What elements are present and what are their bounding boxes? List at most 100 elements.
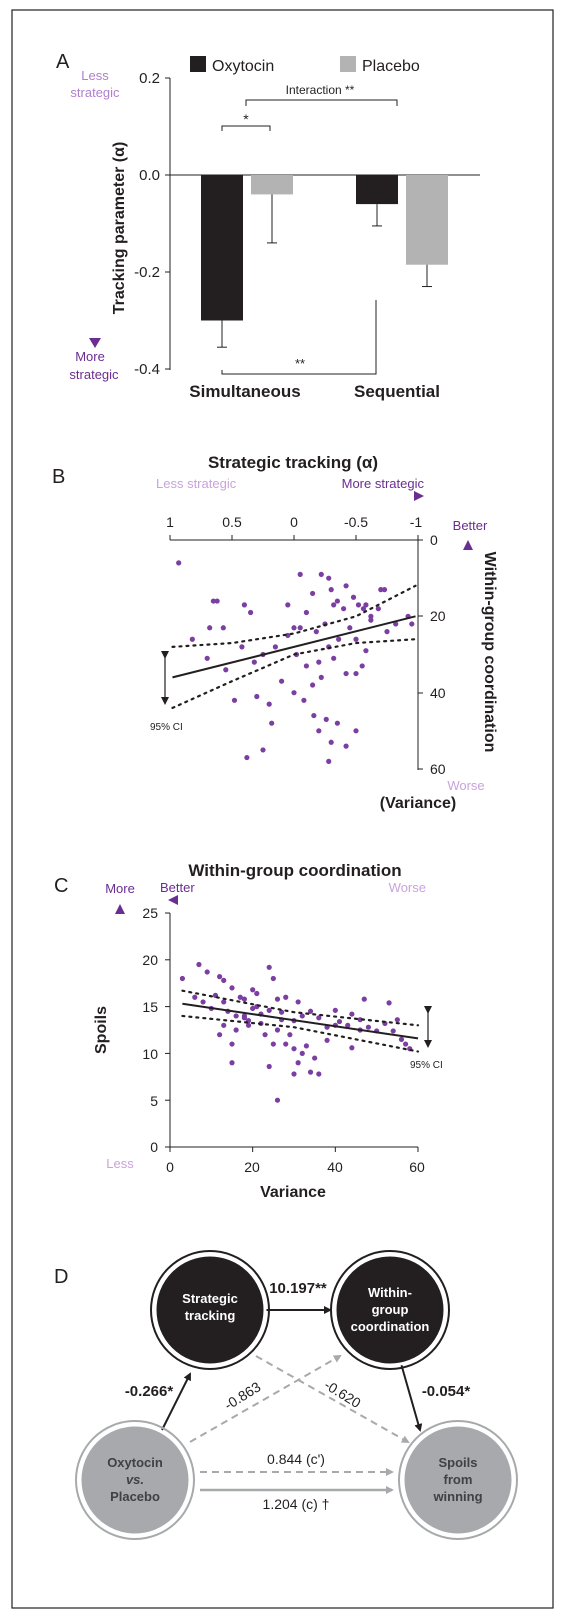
scatter-point-c <box>357 1017 363 1023</box>
node-text: Placebo <box>110 1489 160 1504</box>
more-label-c: More <box>105 881 135 896</box>
scatter-point-b <box>248 609 254 616</box>
scatter-point-c <box>291 1046 297 1052</box>
node-within-group-coordination: Within- group coordination <box>330 1250 450 1370</box>
scatter-point-b <box>297 571 303 577</box>
ytick-label-c: 10 <box>142 1046 158 1062</box>
scatter-point-c <box>394 1017 400 1023</box>
legend-swatch-placebo <box>340 56 356 72</box>
panel-label-d: D <box>54 1266 68 1288</box>
ci-upper-c <box>181 989 420 1027</box>
path-coordination-to-spoils <box>399 1359 423 1432</box>
scatter-point-b <box>331 655 337 661</box>
scatter-point-c <box>345 1022 351 1028</box>
x-axis-label-c: Variance <box>260 1184 326 1201</box>
scatter-point-c <box>270 1041 276 1047</box>
strategic-arrow-head <box>89 338 101 348</box>
scatter-point-b <box>220 625 226 631</box>
ci-label-c: 95% CI <box>410 1060 443 1071</box>
scatter-point-c <box>237 994 243 1000</box>
scatter-point-b <box>239 644 245 650</box>
scatter-point-b <box>353 728 359 734</box>
scatter-point-b <box>301 697 307 703</box>
ytick-label-a: -0.4 <box>134 361 160 378</box>
panel-d: D Strategic tracking Within- group coord… <box>54 1250 518 1540</box>
scatter-point-c <box>274 996 281 1002</box>
scatter-point-b <box>303 663 309 669</box>
y-axis-label-a: Tracking parameter (α) <box>111 142 128 315</box>
scatter-point-b <box>347 625 353 631</box>
scatter-point-c <box>303 1043 309 1049</box>
scatter-point-c <box>217 1032 223 1038</box>
path-label-oxy-coord: -0.863 <box>221 1378 263 1413</box>
more-label: More <box>75 349 105 364</box>
y-axis-sublabel-b: (Variance) <box>380 795 456 812</box>
scatter-point-c <box>254 990 260 997</box>
scatter-point-b <box>343 670 349 677</box>
xtick-label-b: -1 <box>410 514 423 530</box>
scatter-point-c <box>316 1015 322 1021</box>
better-label-b: Better <box>453 518 488 533</box>
ytick-label-a: -0.2 <box>134 264 160 281</box>
scatter-point-b <box>378 587 384 593</box>
scatter-point-c <box>332 1007 338 1013</box>
category-label-simultaneous: Simultaneous <box>189 382 300 401</box>
scatter-point-b <box>409 621 415 627</box>
scatter-point-b <box>353 670 359 677</box>
scatter-point-b <box>316 728 322 734</box>
node-text: Spoils <box>438 1455 477 1470</box>
y-axis-label-b: Within-group coordination <box>481 552 498 753</box>
scatter-point-c <box>196 961 202 968</box>
less-strategic-label: Less strategic <box>156 476 237 491</box>
legend-label-placebo: Placebo <box>362 58 420 75</box>
path-oxytocin-to-coordination <box>189 1355 342 1443</box>
panel-label-c: C <box>54 875 68 897</box>
ci-lower-b <box>171 638 417 710</box>
scatter-point-c <box>200 999 206 1005</box>
scatter-point-b <box>368 613 374 619</box>
scatter-point-b <box>207 625 213 631</box>
strategic-bottom-label: strategic <box>69 367 119 382</box>
scatter-point-b <box>363 648 369 654</box>
scatter-point-c <box>262 1032 268 1038</box>
fit-line-b <box>172 615 416 679</box>
path-label-c: -0.054* <box>422 1383 471 1400</box>
scatter-point-c <box>221 1022 227 1028</box>
scatter-point-b <box>343 583 349 589</box>
scatter-point-c <box>192 994 198 1000</box>
scatter-point-c <box>241 1013 247 1019</box>
scatter-point-b <box>334 598 340 604</box>
scatter-point-c <box>221 999 227 1005</box>
sig-star-oxytocin: ** <box>295 356 305 371</box>
scatter-point-c <box>270 975 276 982</box>
coordination-x-arrow-head <box>168 895 178 905</box>
scatter-point-b <box>241 602 247 608</box>
xtick-label-c: 0 <box>166 1159 174 1175</box>
scatter-point-c <box>204 969 210 975</box>
scatter-point-b <box>336 636 342 642</box>
path-label-a: -0.266* <box>125 1383 174 1400</box>
scatter-point-b <box>360 606 367 612</box>
scatter-point-b <box>291 625 297 631</box>
worse-label-c: Worse <box>389 880 426 895</box>
xtick-label-b: 0 <box>290 514 298 530</box>
scatter-point-c <box>295 1060 301 1066</box>
scatter-point-b <box>334 720 340 726</box>
scatter-point-c <box>291 1071 297 1077</box>
scatter-point-b <box>316 659 322 665</box>
scatter-point-b <box>244 754 250 761</box>
scatter-point-c <box>229 985 235 991</box>
scatter-point-c <box>403 1041 409 1047</box>
ci-upper-b <box>171 584 417 648</box>
ytick-label-b: 0 <box>430 532 438 548</box>
scatter-point-b <box>343 743 349 749</box>
scatter-point-b <box>189 636 195 642</box>
sig-bracket-oxytocin <box>221 300 377 375</box>
scatter-point-c <box>324 1037 330 1043</box>
scatter-point-b <box>210 598 216 604</box>
scatter-point-c <box>274 1027 281 1033</box>
scatter-point-b <box>313 629 319 635</box>
path-label-total: 1.204 (c) † <box>263 1496 330 1512</box>
scatter-point-b <box>328 739 334 745</box>
